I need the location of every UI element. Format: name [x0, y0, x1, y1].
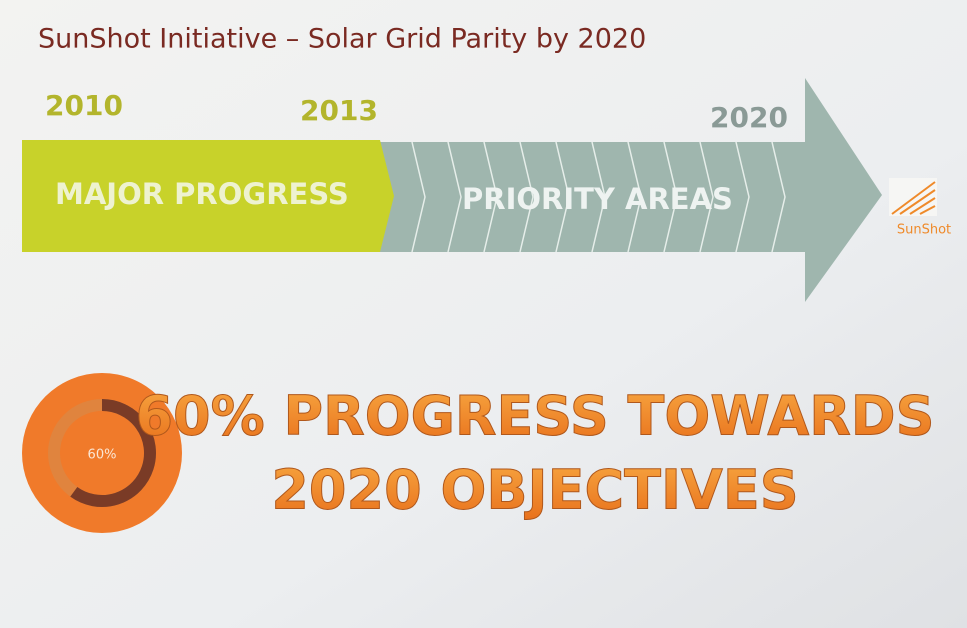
- logo-rays: [891, 181, 936, 215]
- year-label: 2020: [710, 101, 788, 134]
- progress-label: 60%: [88, 448, 117, 463]
- chevrons: [411, 141, 786, 253]
- logo: SunShot: [889, 178, 951, 238]
- progress-arc: [70, 399, 156, 507]
- progress-segment: [22, 140, 394, 252]
- progress-disk: [22, 373, 182, 533]
- headline-line: 60% PROGRESS TOWARDS: [135, 385, 934, 448]
- timeline-arrow: [380, 78, 882, 302]
- year-label: 2013: [300, 94, 378, 127]
- year-label: 2010: [45, 89, 123, 122]
- segment-label: MAJOR PROGRESS: [55, 177, 349, 211]
- logo-text: SunShot: [897, 223, 951, 238]
- segment-label: PRIORITY AREAS: [462, 182, 733, 216]
- headline-line: 2020 OBJECTIVES: [271, 459, 798, 522]
- slide-title: SunShot Initiative – Solar Grid Parity b…: [38, 24, 646, 55]
